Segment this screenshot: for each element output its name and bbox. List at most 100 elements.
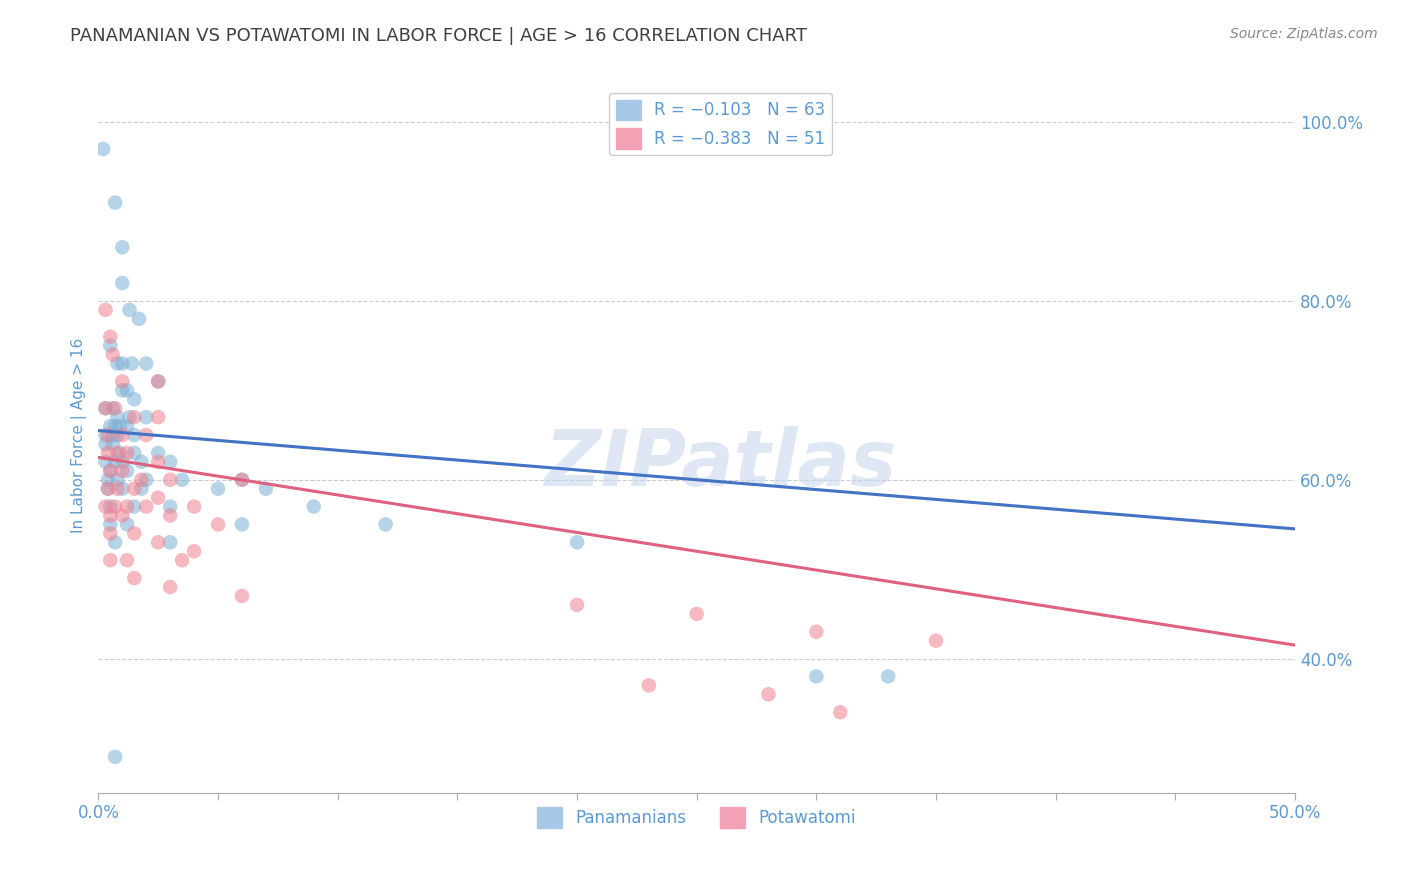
- Y-axis label: In Labor Force | Age > 16: In Labor Force | Age > 16: [72, 337, 87, 533]
- Point: [98, 338, 121, 352]
- Point: [877, 669, 900, 683]
- Point: [565, 535, 588, 549]
- Point: [97, 473, 120, 487]
- Point: [115, 419, 138, 434]
- Point: [111, 464, 134, 478]
- Point: [98, 464, 121, 478]
- Point: [98, 517, 121, 532]
- Point: [115, 500, 138, 514]
- Point: [94, 428, 117, 442]
- Point: [108, 446, 131, 460]
- Point: [148, 375, 170, 389]
- Point: [122, 500, 145, 514]
- Point: [111, 508, 134, 523]
- Point: [131, 455, 153, 469]
- Point: [118, 302, 141, 317]
- Point: [148, 375, 170, 389]
- Point: [118, 410, 141, 425]
- Point: [172, 553, 194, 567]
- Point: [104, 535, 127, 549]
- Point: [101, 348, 124, 362]
- Point: [565, 598, 588, 612]
- Point: [135, 410, 157, 425]
- Point: [231, 517, 253, 532]
- Point: [148, 535, 170, 549]
- Point: [925, 633, 948, 648]
- Point: [104, 419, 127, 434]
- Point: [148, 491, 170, 505]
- Point: [135, 473, 157, 487]
- Point: [135, 428, 157, 442]
- Point: [128, 311, 150, 326]
- Point: [254, 482, 277, 496]
- Point: [94, 500, 117, 514]
- Point: [107, 446, 129, 460]
- Point: [111, 357, 134, 371]
- Point: [159, 535, 181, 549]
- Point: [98, 419, 121, 434]
- Point: [98, 526, 121, 541]
- Point: [98, 464, 121, 478]
- Point: [148, 455, 170, 469]
- Point: [131, 482, 153, 496]
- Point: [97, 482, 120, 496]
- Point: [94, 401, 117, 416]
- Point: [207, 482, 229, 496]
- Point: [104, 401, 127, 416]
- Point: [830, 705, 852, 719]
- Point: [231, 589, 253, 603]
- Point: [115, 464, 138, 478]
- Point: [107, 410, 129, 425]
- Point: [101, 401, 124, 416]
- Point: [98, 553, 121, 567]
- Point: [97, 428, 120, 442]
- Point: [111, 455, 134, 469]
- Point: [98, 329, 121, 343]
- Point: [115, 384, 138, 398]
- Point: [686, 607, 709, 621]
- Point: [108, 419, 131, 434]
- Point: [111, 482, 134, 496]
- Point: [104, 750, 127, 764]
- Legend: Panamanians, Potawatomi: Panamanians, Potawatomi: [531, 801, 863, 834]
- Point: [122, 428, 145, 442]
- Point: [94, 437, 117, 451]
- Point: [122, 571, 145, 585]
- Point: [183, 544, 205, 558]
- Text: Source: ZipAtlas.com: Source: ZipAtlas.com: [1230, 27, 1378, 41]
- Point: [104, 455, 127, 469]
- Point: [121, 357, 143, 371]
- Point: [302, 500, 325, 514]
- Point: [122, 410, 145, 425]
- Point: [111, 276, 134, 290]
- Point: [111, 428, 134, 442]
- Point: [159, 580, 181, 594]
- Point: [104, 500, 127, 514]
- Text: PANAMANIAN VS POTAWATOMI IN LABOR FORCE | AGE > 16 CORRELATION CHART: PANAMANIAN VS POTAWATOMI IN LABOR FORCE …: [70, 27, 807, 45]
- Point: [115, 446, 138, 460]
- Point: [104, 195, 127, 210]
- Point: [107, 357, 129, 371]
- Point: [159, 473, 181, 487]
- Point: [374, 517, 396, 532]
- Point: [115, 553, 138, 567]
- Text: ZIPatlas: ZIPatlas: [544, 425, 897, 501]
- Point: [94, 455, 117, 469]
- Point: [172, 473, 194, 487]
- Point: [122, 392, 145, 407]
- Point: [122, 526, 145, 541]
- Point: [97, 482, 120, 496]
- Point: [107, 473, 129, 487]
- Point: [159, 508, 181, 523]
- Point: [94, 401, 117, 416]
- Point: [111, 375, 134, 389]
- Point: [107, 482, 129, 496]
- Point: [91, 142, 114, 156]
- Point: [101, 437, 124, 451]
- Point: [101, 428, 124, 442]
- Point: [758, 687, 780, 701]
- Point: [159, 500, 181, 514]
- Point: [231, 473, 253, 487]
- Point: [122, 446, 145, 460]
- Point: [111, 240, 134, 254]
